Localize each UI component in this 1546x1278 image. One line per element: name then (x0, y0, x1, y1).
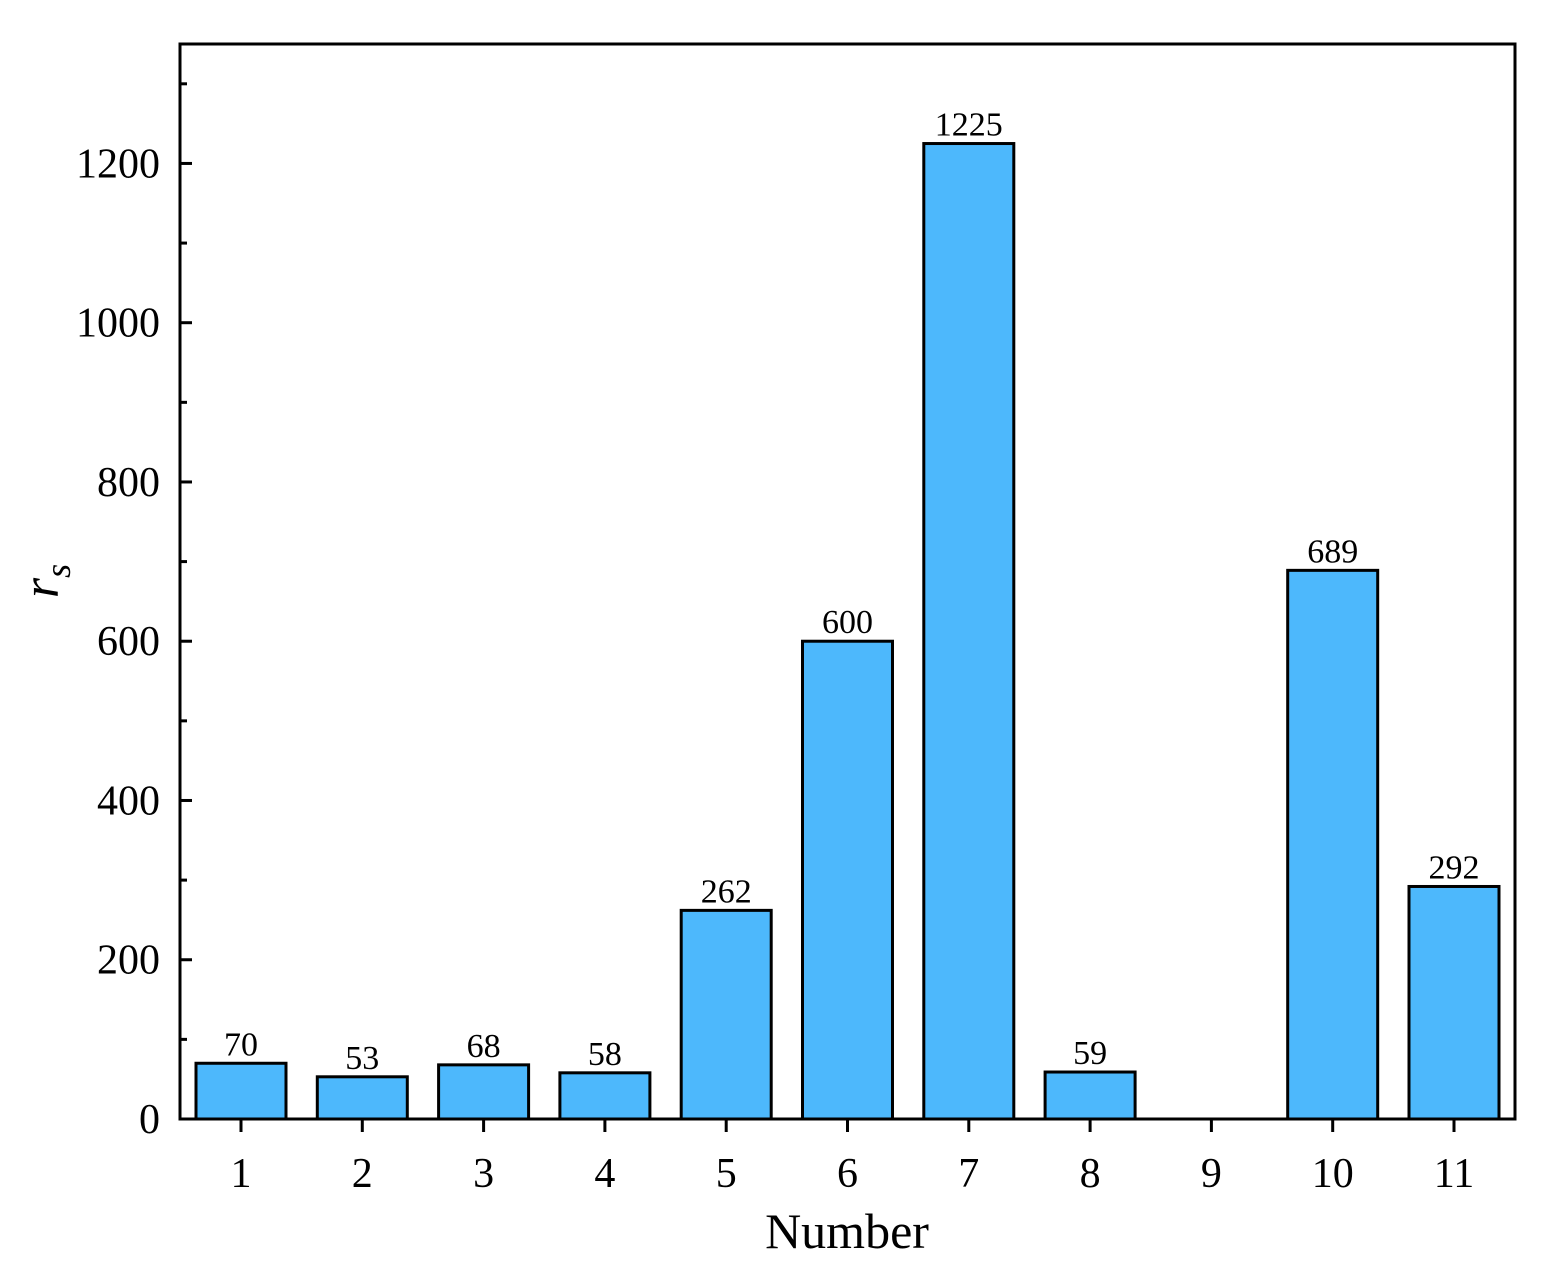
y-tick-label-0: 0 (139, 1097, 160, 1143)
bar-5 (679, 908, 773, 1121)
bar-11 (1407, 884, 1501, 1121)
y-axis-title-subscript: s (38, 564, 78, 578)
data-label-11: 292 (1429, 849, 1480, 886)
data-label-4: 58 (588, 1036, 622, 1073)
x-tick-label-7: 7 (958, 1151, 979, 1197)
y-tick-label-800: 800 (97, 460, 160, 506)
data-label-7: 1225 (935, 107, 1003, 144)
y-tick-label-1000: 1000 (76, 301, 160, 347)
y-axis-title-main: r (13, 577, 70, 598)
y-tick-label-400: 400 (97, 778, 160, 824)
data-label-3: 68 (467, 1028, 501, 1065)
x-tick-label-8: 8 (1080, 1151, 1101, 1197)
bar-10 (1286, 568, 1380, 1121)
x-tick-label-1: 1 (231, 1151, 252, 1197)
x-axis-title: Number (765, 1203, 929, 1259)
bar-7 (922, 142, 1016, 1121)
x-tick-label-3: 3 (473, 1151, 494, 1197)
axes-layer: 0 200 400 600 800 1000 1200 1 2 3 4 5 6 7 8 9 10 11 (76, 42, 1517, 1197)
data-label-1: 70 (224, 1026, 258, 1063)
y-tick-label-600: 600 (97, 619, 160, 665)
bar-3 (437, 1063, 531, 1121)
y-tick-label-200: 200 (97, 938, 160, 984)
bar-2 (315, 1075, 409, 1121)
bar-4 (558, 1071, 652, 1121)
x-tick-label-4: 4 (594, 1151, 615, 1197)
x-tick-label-2: 2 (352, 1151, 373, 1197)
x-tick-label-11: 11 (1434, 1151, 1474, 1197)
x-tick-label-6: 6 (837, 1151, 858, 1197)
y-tick-label-1200: 1200 (76, 141, 160, 187)
bar-6 (801, 639, 894, 1121)
data-labels-layer: 70 53 68 58 262 600 1225 59 689 292 (224, 107, 1480, 1077)
x-tick-label-10: 10 (1312, 1151, 1354, 1197)
data-label-2: 53 (345, 1040, 379, 1077)
data-label-5: 262 (701, 873, 752, 910)
bar-8 (1043, 1070, 1137, 1121)
data-label-6: 600 (822, 604, 873, 641)
y-axis-title: rs (13, 564, 78, 598)
x-tick-label-9: 9 (1201, 1151, 1222, 1197)
x-tick-label-5: 5 (716, 1151, 737, 1197)
data-label-10: 689 (1307, 533, 1358, 570)
data-label-8: 59 (1073, 1035, 1107, 1072)
bar-1 (194, 1061, 288, 1121)
